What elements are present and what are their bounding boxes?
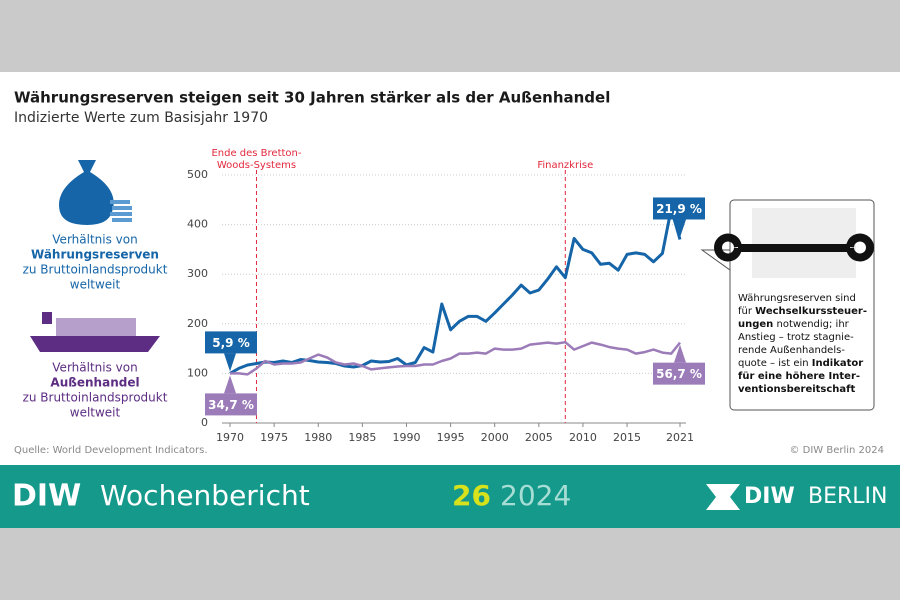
brand: DIW (12, 479, 81, 514)
ship-icon (30, 312, 160, 352)
x-tick-label: 2010 (569, 431, 597, 444)
x-tick-label: 1990 (392, 431, 420, 444)
info-segment: Anstieg – trotz stagnie- (738, 332, 854, 343)
bill-icon (752, 208, 856, 278)
y-tick-label: 100 (187, 366, 208, 379)
callout-box (205, 393, 257, 416)
info-line: ungen notwendig; ihr (738, 319, 850, 330)
info-segment: quote – ist ein (738, 358, 812, 369)
logo-mark (706, 484, 740, 510)
x-tick-label: 2021 (666, 431, 694, 444)
legend-text: Verhältnis von (52, 233, 137, 247)
y-tick-label: 0 (201, 416, 208, 429)
series-line (230, 340, 681, 376)
callout-box (653, 197, 705, 220)
info-line: quote – ist ein Indikator (738, 358, 863, 369)
x-tick-label: 1970 (216, 431, 244, 444)
info-segment: für eine höhere Inter- (738, 371, 860, 382)
info-segment: notwendig; ihr (773, 319, 849, 330)
x-tick-label: 2000 (481, 431, 509, 444)
x-tick-label: 1985 (348, 431, 376, 444)
callout-pointer (674, 344, 686, 363)
source: Quelle: World Development Indicators. (14, 445, 208, 456)
info-line: ventionsbereitschaft (738, 384, 856, 395)
callout-label: 21,9 % (656, 202, 702, 216)
legend-text: Verhältnis von (52, 361, 137, 375)
legend-text: Währungsreserven (31, 248, 159, 262)
info-segment: rende Außenhandels- (738, 345, 845, 356)
logo-city: BERLIN (808, 484, 887, 509)
info-line: Währungsreserven sind (738, 293, 856, 304)
info-line: Anstieg – trotz stagnie- (738, 332, 854, 343)
copyright: © DIW Berlin 2024 (789, 445, 884, 456)
y-tick-label: 300 (187, 267, 208, 280)
logo: DIW (744, 484, 795, 509)
info-segment: Wechselkurssteuer- (755, 306, 867, 317)
money-bag-icon (59, 160, 132, 225)
callout-label: 5,9 % (212, 336, 249, 350)
y-tick-label: 400 (187, 218, 208, 231)
x-tick-label: 1995 (437, 431, 465, 444)
info-segment: für (738, 306, 755, 317)
subtitle: Indizierte Werte zum Basisjahr 1970 (14, 110, 268, 126)
info-segment: Indikator (812, 358, 863, 369)
info-segment: ventionsbereitschaft (738, 384, 856, 395)
wrench-icon (714, 233, 874, 262)
issue: 26 (452, 479, 491, 512)
y-tick-label: 500 (187, 168, 208, 181)
x-tick-label: 2005 (525, 431, 553, 444)
x-tick-label: 2015 (613, 431, 641, 444)
callout-label: 56,7 % (656, 367, 702, 381)
info-line: rende Außenhandels- (738, 345, 845, 356)
legend-text: weltweit (70, 278, 121, 292)
event-label: Woods-Systems (217, 160, 296, 171)
callout-pointer (674, 219, 686, 238)
info-line: für eine höhere Inter- (738, 371, 860, 382)
y-tick-label: 200 (187, 317, 208, 330)
legend-text: zu Bruttoinlandsprodukt (23, 391, 168, 405)
callout-box (653, 362, 705, 385)
info-line: für Wechselkurssteuer- (738, 306, 867, 317)
callout-label: 34,7 % (208, 398, 254, 412)
info-segment: ungen (738, 319, 773, 330)
callout-pointer (224, 375, 236, 394)
info-segment: Währungsreserven sind (738, 293, 856, 304)
x-tick-label: 1975 (260, 431, 288, 444)
title: Währungsreserven steigen seit 30 Jahren … (14, 89, 610, 107)
callout-box (205, 331, 257, 354)
x-tick-label: 1980 (304, 431, 332, 444)
footer-bar (0, 465, 900, 528)
year: 2024 (500, 479, 571, 512)
publication: Wochenbericht (100, 479, 310, 512)
legend-text: zu Bruttoinlandsprodukt (23, 263, 168, 277)
callout-pointer (224, 353, 236, 372)
legend-text: weltweit (70, 406, 121, 420)
event-label: Finanzkrise (537, 160, 593, 171)
event-label: Ende des Bretton- (211, 148, 301, 159)
legend-text: Außenhandel (50, 376, 139, 390)
